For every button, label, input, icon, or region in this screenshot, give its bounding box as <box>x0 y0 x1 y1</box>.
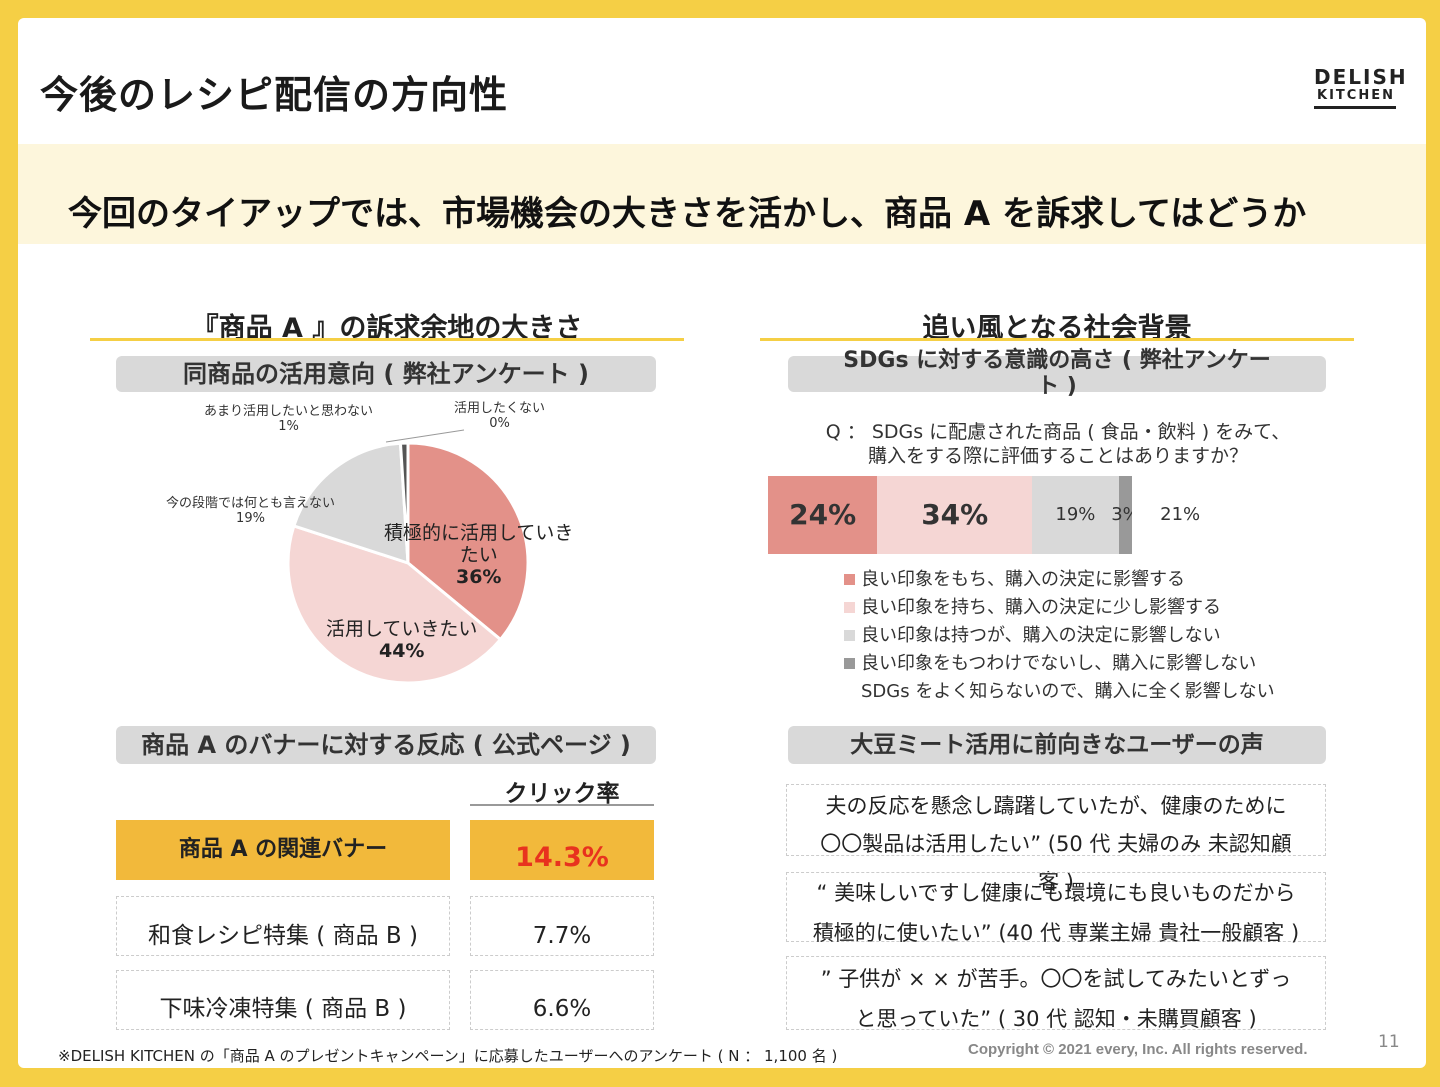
bar-segment <box>1118 476 1133 554</box>
user-quote: ” 子供が × × が苦手。〇〇を試してみたいとずっ と思っていた” ( 30 … <box>786 956 1326 1031</box>
pie-leader-lines <box>385 429 465 443</box>
bar-segment-label: 34% <box>921 498 989 531</box>
page-title: 今後のレシピ配信の方向性 <box>40 73 509 117</box>
bar-segment <box>1132 476 1228 554</box>
pie-slice <box>406 441 528 642</box>
table-row-rate: 14.3% <box>470 820 654 880</box>
table-row-rate: 7.7% <box>470 896 654 956</box>
bar-segment-label: 19% <box>1055 504 1096 525</box>
left-section-rule <box>90 338 684 341</box>
table-row-rate: 6.6% <box>470 970 654 1030</box>
stacked-bar-chart: 24% 34% 19% 3% 21% <box>768 476 1228 554</box>
pie-label-undecided: 今の段階では何とも言えない 19% <box>166 496 336 526</box>
legend-item: 良い印象をもち、購入の決定に影響する <box>844 566 1275 594</box>
pie-label-rarely: あまり活用したいと思わない 1% <box>204 404 374 434</box>
slide: 今後のレシピ配信の方向性 DELISH KITCHEN 今回のタイアップでは、市… <box>18 18 1426 1068</box>
legend-item: 良い印象をもつわけでないし、購入に影響しない <box>844 650 1275 678</box>
legend-item: SDGs をよく知らないので、購入に全く影響しない <box>861 681 1275 702</box>
survey-header-right: SDGs に対する意識の高さ ( 弊社アンケー ト ) <box>788 348 1326 399</box>
click-rate-rule <box>470 804 654 806</box>
user-quote: 夫の反応を懸念し躊躇していたが、健康のために 〇〇製品は活用したい” (50 代… <box>786 784 1326 894</box>
bar-segment <box>768 476 878 554</box>
voice-header: 大豆ミート活用に前向きなユーザーの声 <box>788 726 1326 764</box>
survey-question: Q ： SDGs に配慮された商品 ( 食品・飲料 ) をみて、 購入をする際に… <box>825 421 1291 467</box>
bar-segment-label: 21% <box>1160 504 1201 525</box>
pie-slice <box>291 441 410 566</box>
bar-segment <box>1032 476 1119 554</box>
bar-segment-label: 24% <box>789 498 857 531</box>
pie-slice <box>286 524 503 685</box>
survey-header-left: 同商品の活用意向 ( 弊社アンケート ) <box>116 356 656 392</box>
bar-segment <box>877 476 1033 554</box>
legend: 良い印象をもち、購入の決定に影響する 良い印象を持ち、購入の決定に少し影響する … <box>844 566 1275 706</box>
table-row-name: 和食レシピ特集 ( 商品 B ) <box>116 896 450 956</box>
pie-slice <box>398 441 410 564</box>
headline-band <box>18 144 1426 244</box>
table-row-name: 下味冷凍特集 ( 商品 B ) <box>116 970 450 1030</box>
pie-label-active: 積極的に活用していき たい 36% <box>384 522 574 588</box>
user-quote: “ 美味しいですし健康にも環境にも良いものだから 積極的に使いたい” (40 代… <box>786 872 1326 945</box>
footnote: ※DELISH KITCHEN の「商品 A のプレゼントキャンペーン」に応募し… <box>58 1047 838 1065</box>
pie-label-want: 活用していきたい 44% <box>326 618 478 662</box>
table-row-name: 商品 A の関連バナー <box>116 820 450 880</box>
copyright: Copyright © 2021 every, Inc. All rights … <box>968 1041 1308 1058</box>
legend-item: 良い印象を持ち、購入の決定に少し影響する <box>844 594 1275 622</box>
delish-kitchen-logo: DELISH KITCHEN <box>1314 66 1406 109</box>
banner-header: 商品 A のバナーに対する反応 ( 公式ページ ) <box>116 726 656 764</box>
click-rate-header: クリック率 <box>504 781 620 807</box>
legend-item: 良い印象は持つが、購入の決定に影響しない <box>844 622 1275 650</box>
pie-chart <box>286 441 528 685</box>
headline: 今回のタイアップでは、市場機会の大きさを活かし、商品 A を訴求してはどうか <box>68 194 1307 234</box>
page-number: 11 <box>1378 1032 1400 1052</box>
right-section-rule <box>760 338 1354 341</box>
pie-label-no: 活用したくない 0% <box>454 401 546 431</box>
